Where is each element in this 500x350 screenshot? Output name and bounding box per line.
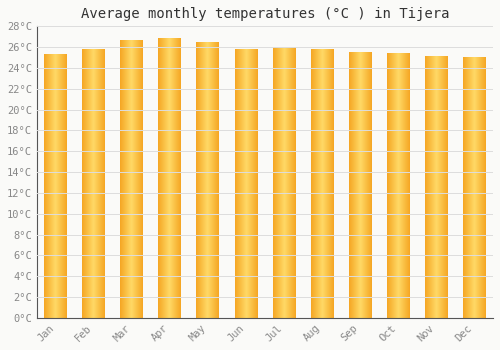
Title: Average monthly temperatures (°C ) in Tijera: Average monthly temperatures (°C ) in Ti… <box>80 7 449 21</box>
